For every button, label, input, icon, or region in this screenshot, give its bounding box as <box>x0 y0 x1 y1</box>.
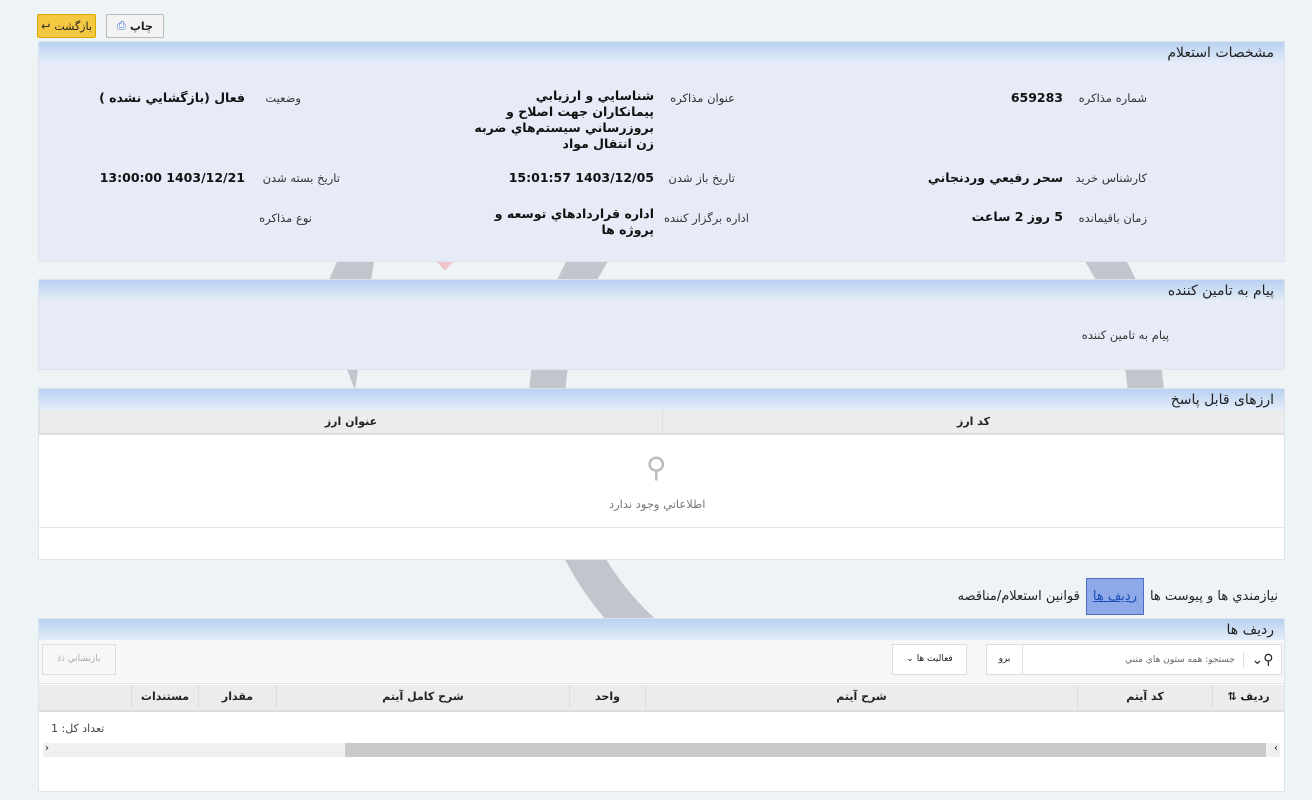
field-value: فعال (بازگشايي نشده ) <box>99 90 245 105</box>
search-input[interactable]: جستجو: همه ستون هاي متني <box>1125 654 1235 665</box>
tab-rules[interactable]: قوانين استعلام/مناقصه <box>957 589 1080 604</box>
field-label: تاريخ باز شدن <box>668 171 735 185</box>
field-value: 659283 <box>1010 90 1063 105</box>
column-header[interactable]: عنوان ارز <box>39 410 662 434</box>
column-header[interactable]: شرح كامل آيتم <box>276 685 569 709</box>
column-header[interactable]: واحد <box>569 685 645 709</box>
actions-menu-button[interactable]: فعاليت ها ⌄ <box>892 644 967 675</box>
horizontal-scrollbar[interactable]: ‹ › <box>43 743 1280 757</box>
field-value: 5 روز 2 ساعت <box>971 209 1063 224</box>
details-panel: مشخصات استعلام <box>38 41 1285 262</box>
message-panel: پيام به تامين كننده <box>38 279 1285 370</box>
search-bar: ⚲⌄ جستجو: همه ستون هاي متني برو <box>986 644 1282 675</box>
field-value: سحر رفيعي وردنجاني <box>927 170 1063 185</box>
table-header: كد ارز عنوان ارز <box>39 410 1284 435</box>
field-label: اداره برگزار كننده <box>664 211 749 225</box>
column-header[interactable]: مستندات <box>131 685 198 709</box>
field-label: نوع مذاكره <box>259 211 312 225</box>
column-header[interactable]: كد آيتم <box>1077 685 1212 709</box>
field-label: كارشناس خريد <box>1075 171 1147 185</box>
reset-button[interactable]: بازنشاني ⎌ <box>42 644 116 675</box>
field-value: شناسايي و ارزيابي پيمانكاران جهت اصلاح و… <box>474 88 654 151</box>
tab-requirements[interactable]: نيازمندي ها و پيوست ها <box>1149 589 1278 604</box>
currencies-panel: ارزهای قابل پاسخ كد ارز عنوان ارز ⚲ اطلا… <box>38 388 1285 560</box>
rows-panel: رديف ها ⚲⌄ جستجو: همه ستون هاي متني برو … <box>38 618 1285 792</box>
field-label: تاريخ بسته شدن <box>262 171 340 185</box>
field-value: 1403/12/21 13:00:00 <box>99 170 245 185</box>
total-count: تعداد كل: 1 <box>51 722 105 735</box>
column-header[interactable]: كد ارز <box>662 410 1284 434</box>
tab-rows[interactable]: رديف ها <box>1085 578 1144 615</box>
column-header[interactable]: مقدار <box>198 685 276 709</box>
undo-icon: ↩ <box>41 19 51 33</box>
panel-title: مشخصات استعلام <box>39 42 1284 63</box>
field-label: شماره مذاكره <box>1078 91 1147 105</box>
field-label: عنوان مذاكره <box>670 91 735 105</box>
empty-text: اطلاعاتي وجود ندارد <box>609 497 706 511</box>
panel-title: رديف ها <box>39 619 1284 640</box>
print-button[interactable]: چاپ ⎙ <box>106 14 164 38</box>
field-label: وضعيت <box>265 91 301 105</box>
search-icon[interactable]: ⚲⌄ <box>1243 651 1281 668</box>
go-button[interactable]: برو <box>987 645 1023 674</box>
search-icon: ⚲ <box>646 451 667 484</box>
field-value: اداره قراردادهاي توسعه و پروژه ها <box>494 206 654 237</box>
column-header[interactable]: رديف ⇅ <box>1212 685 1284 709</box>
panel-title: ارزهای قابل پاسخ <box>39 389 1284 410</box>
toolbar: ⚲⌄ جستجو: همه ستون هاي متني برو فعاليت ه… <box>39 640 1284 684</box>
printer-icon: ⎙ <box>117 19 126 32</box>
message-label: پيام به تامين كننده <box>1081 328 1169 342</box>
tab-bar: نيازمندي ها و پيوست ها رديف ها قوانين اس… <box>958 577 1278 616</box>
field-label: زمان باقيمانده <box>1078 211 1147 225</box>
panel-title: پيام به تامين كننده <box>39 280 1284 301</box>
column-header[interactable]: شرح آيتم <box>645 685 1077 709</box>
scrollbar-thumb[interactable] <box>345 743 1266 757</box>
table-header: رديف ⇅ كد آيتم شرح آيتم واحد شرح كامل آي… <box>39 685 1284 712</box>
field-value: 1403/12/05 15:01:57 <box>508 170 654 185</box>
back-button[interactable]: بازگشت ↩ <box>37 14 96 38</box>
